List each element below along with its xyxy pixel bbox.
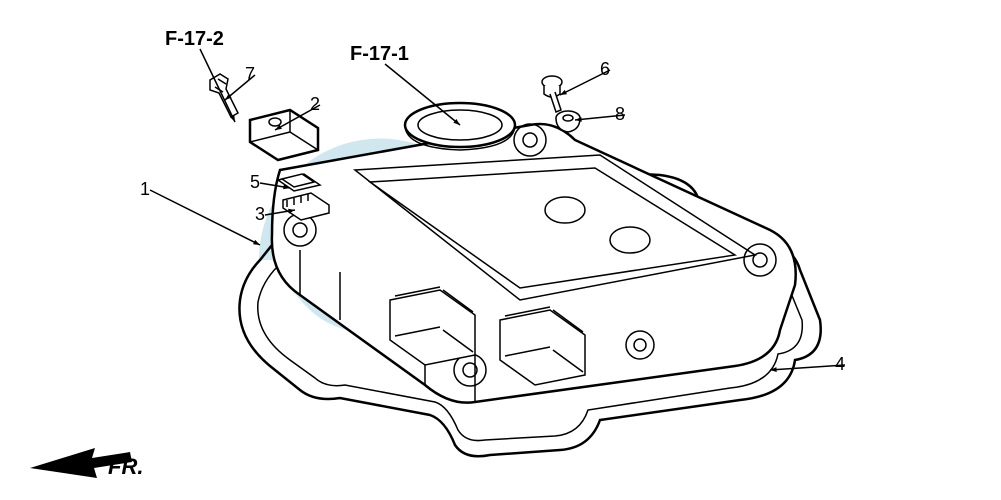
cylinder-head-cover-drawing <box>210 74 821 456</box>
callout-number: 8 <box>615 104 625 124</box>
callout-number: 4 <box>835 354 845 374</box>
parts-diagram: EM PARTS <box>0 0 1001 500</box>
callout-number: 5 <box>250 172 260 192</box>
callout-number: 6 <box>600 59 610 79</box>
part-reed-cover <box>250 110 318 160</box>
callout-number: 7 <box>245 64 255 84</box>
part-rubber-mount <box>556 111 580 132</box>
part-bolt <box>210 74 238 117</box>
reference-label: F-17-2 <box>165 28 224 50</box>
callout-number: 2 <box>310 94 320 114</box>
callout-number: 1 <box>140 179 150 199</box>
front-label: FR. <box>108 454 143 479</box>
reference-label: F-17-1 <box>350 43 409 65</box>
callout-number: 3 <box>255 204 265 224</box>
part-head-bolt <box>542 76 562 112</box>
front-direction-arrow: FR. <box>30 448 143 479</box>
